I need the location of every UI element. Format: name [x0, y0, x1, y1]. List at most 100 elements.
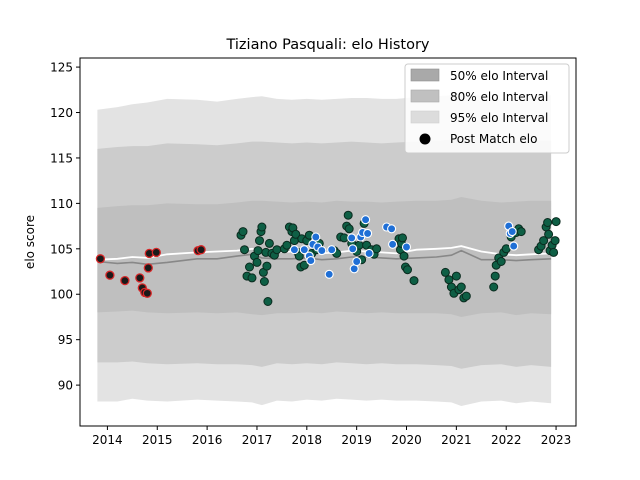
win-point — [264, 238, 274, 248]
highlight-point — [327, 245, 337, 255]
win-point — [501, 244, 511, 254]
win-point — [299, 260, 309, 270]
highlight-point — [311, 232, 321, 242]
median-elo-line — [97, 249, 552, 266]
loss-point — [196, 245, 206, 255]
y-axis: 90 95 100 105 110 115 120 125 — [50, 61, 80, 393]
plot-frame — [79, 57, 577, 427]
win-point — [444, 275, 454, 285]
win-point — [398, 233, 407, 243]
x-tick-label: 2015 — [142, 433, 173, 447]
highlight-point — [306, 256, 316, 266]
highlight-point — [348, 244, 358, 254]
legend-swatch-95 — [410, 110, 440, 124]
legend-swatch-50 — [410, 68, 440, 82]
loss-point — [105, 270, 115, 280]
legend-label-95: 95% elo Interval — [450, 111, 548, 125]
y-tick-label: 120 — [50, 106, 73, 120]
win-point — [291, 229, 301, 239]
win-point — [456, 282, 466, 292]
win-point — [543, 218, 553, 227]
legend-swatch-80 — [410, 89, 440, 103]
x-axis: 2014 2015 2016 2017 2018 2019 2020 2021 2022 2023 — [92, 426, 571, 447]
highlight-point — [317, 246, 327, 256]
match-points — [95, 210, 561, 306]
x-tick-label: 2023 — [541, 433, 572, 447]
win-point — [544, 229, 554, 239]
highlight-point — [363, 228, 373, 238]
win-point — [516, 227, 526, 237]
highlight-point — [507, 227, 517, 237]
x-tick-label: 2018 — [292, 433, 323, 447]
win-point — [490, 271, 500, 281]
win-point — [550, 236, 560, 246]
win-point — [262, 261, 272, 271]
legend-label-50: 50% elo Interval — [450, 69, 548, 83]
x-tick-label: 2016 — [192, 433, 223, 447]
x-tick-label: 2022 — [491, 433, 522, 447]
highlight-point — [289, 245, 299, 255]
win-point — [551, 217, 561, 227]
win-point — [461, 291, 471, 301]
win-point — [247, 273, 257, 283]
y-axis-label: elo score — [23, 215, 37, 269]
loss-point — [120, 275, 130, 286]
x-tick-label: 2020 — [391, 433, 422, 447]
win-point — [399, 251, 409, 261]
loss-point — [151, 247, 161, 258]
highlight-point — [324, 269, 334, 279]
win-point — [245, 262, 254, 272]
win-point — [339, 233, 349, 243]
win-point — [263, 297, 273, 306]
x-tick-label: 2021 — [441, 433, 472, 447]
y-tick-label: 110 — [50, 197, 73, 211]
band-50 — [97, 197, 552, 317]
win-point — [344, 224, 354, 234]
win-point — [496, 257, 506, 266]
win-point — [489, 282, 499, 292]
legend-box — [404, 63, 570, 154]
legend-label-post-match: Post Match elo — [450, 132, 537, 146]
highlight-point — [509, 241, 519, 251]
highlight-point — [352, 256, 362, 267]
win-point — [549, 247, 559, 257]
win-point — [343, 210, 353, 220]
loss-point — [142, 288, 152, 298]
win-point — [238, 227, 248, 237]
loss-point — [95, 254, 106, 264]
win-point — [272, 245, 282, 255]
y-tick-label: 100 — [50, 288, 73, 302]
win-point — [282, 240, 292, 250]
highlight-point — [347, 233, 357, 243]
win-point — [403, 265, 412, 275]
win-point — [253, 246, 263, 256]
plot-area — [95, 91, 561, 406]
win-point — [252, 257, 262, 267]
highlight-point — [387, 224, 397, 234]
y-tick-label: 115 — [50, 151, 73, 165]
win-point — [294, 251, 304, 261]
x-tick-label: 2017 — [242, 433, 273, 447]
highlight-point — [299, 245, 309, 255]
highlight-point — [364, 248, 374, 258]
win-point — [451, 271, 461, 281]
x-tick-label: 2019 — [341, 433, 372, 447]
y-tick-label: 125 — [50, 61, 73, 75]
win-point — [240, 245, 249, 255]
legend-label-80: 80% elo Interval — [450, 90, 548, 104]
win-point — [255, 236, 264, 246]
win-point — [372, 244, 382, 254]
legend-marker-post-match — [419, 133, 431, 145]
legend: 50% elo Interval 80% elo Interval 95% el… — [404, 63, 570, 154]
win-point — [409, 276, 419, 286]
highlight-point — [401, 242, 412, 252]
win-point — [440, 267, 450, 277]
highlight-point — [388, 239, 398, 249]
y-tick-label: 90 — [58, 379, 73, 393]
x-tick-label: 2014 — [92, 433, 123, 447]
win-point — [259, 277, 269, 286]
y-tick-label: 105 — [50, 242, 73, 256]
win-point — [257, 222, 267, 232]
chart-title: Tiziano Pasquali: elo History — [225, 37, 429, 53]
